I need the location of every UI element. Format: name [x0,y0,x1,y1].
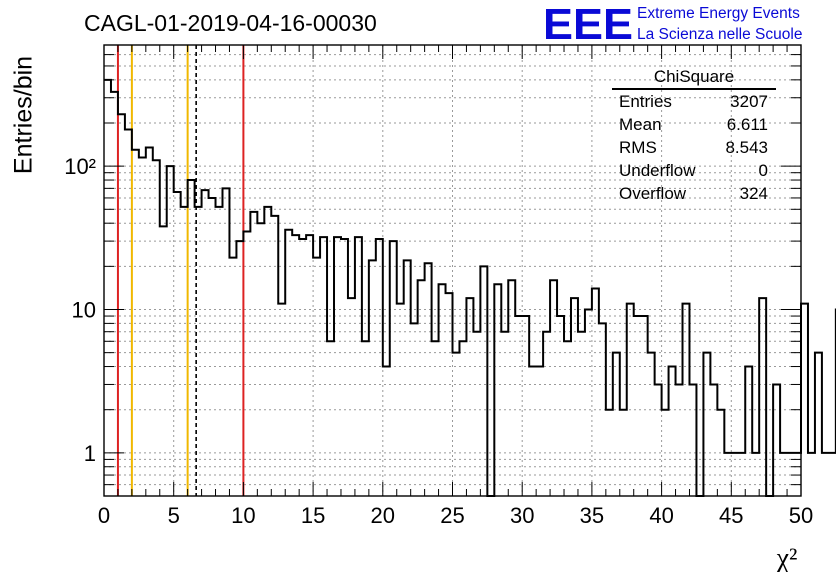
x-axis-label: χ² [776,543,798,572]
logo-mark: EEE [543,2,633,44]
x-tick-label: 40 [649,503,673,528]
x-tick-label: 45 [719,503,743,528]
x-tick-label: 10 [231,503,255,528]
logo-caption: Extreme Energy Events La Scienza nelle S… [637,3,802,45]
x-tick-label: 15 [301,503,325,528]
y-tick-label: 1 [84,441,96,466]
eee-logo: EEE [543,2,633,44]
histogram-line [104,78,836,497]
x-tick-label: 50 [789,503,813,528]
stats-row-entries: Entries 3207 [619,92,768,111]
x-tick-label: 0 [98,503,110,528]
x-tick-label: 30 [510,503,534,528]
stats-box: ChiSquare Entries 3207 Mean 6.611 RMS 8.543… [609,66,776,205]
stats-row-rms: RMS 8.543 [619,138,768,157]
stats-row-underflow: Underflow 0 [619,161,768,180]
stats-row-mean: Mean 6.611 [619,115,768,134]
plot-title: CAGL-01-2019-04-16-00030 [84,10,377,36]
logo-line2: La Scienza nelle Scuole [637,26,803,43]
x-tick-label: 20 [371,503,395,528]
y-tick-label: 10 [72,297,96,322]
x-tick-label: 5 [168,503,180,528]
logo-line1: Extreme Energy Events [637,5,800,22]
y-tick-label: 10² [64,154,96,179]
x-tick-label: 25 [440,503,464,528]
x-tick-label: 35 [580,503,604,528]
stats-row-overflow: Overflow 324 [619,184,768,203]
stats-title: ChiSquare [612,66,776,90]
